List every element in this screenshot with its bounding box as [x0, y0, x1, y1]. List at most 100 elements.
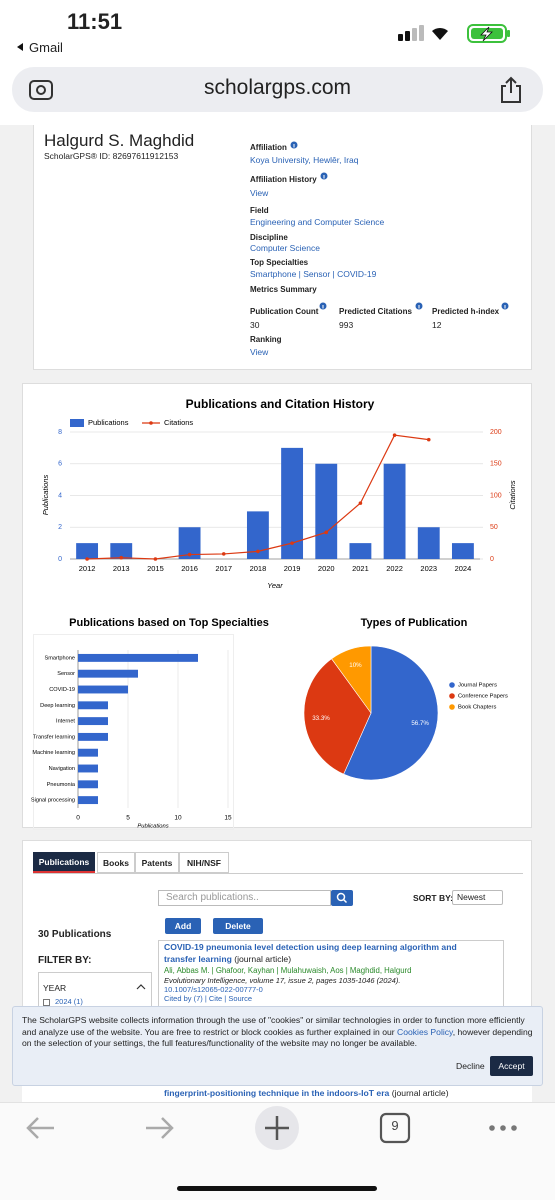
decline-button[interactable]: Decline — [456, 1061, 485, 1071]
metrics-label: Metrics Summary — [250, 285, 317, 294]
legend-swatch — [449, 682, 455, 688]
bar — [315, 463, 338, 559]
field[interactable]: Engineering and Computer Science — [250, 217, 385, 227]
legend-swatch — [149, 421, 153, 425]
cookie-banner — [12, 1006, 543, 1086]
publication-title[interactable]: fingerprint-positioning technique in the… — [164, 1088, 390, 1098]
pie-slice — [303, 658, 372, 775]
publication-doi[interactable]: 10.1007/s12065-022-00777-0 — [164, 985, 263, 994]
x-tick-label: 2018 — [250, 564, 267, 573]
publication-kind: (journal article) — [234, 953, 292, 964]
y-axis-label: Publications — [41, 475, 50, 516]
url-text[interactable]: scholargps.com — [203, 76, 352, 99]
back-app-arrow[interactable] — [15, 42, 25, 52]
share-icon[interactable] — [499, 76, 523, 104]
y2-tick-label: 150 — [490, 461, 502, 468]
y-tick-label: 6 — [58, 461, 62, 468]
y-tick-label: Internet — [56, 719, 75, 725]
x-tick-label: 2017 — [215, 564, 232, 573]
bar — [78, 780, 98, 789]
bar — [178, 527, 201, 559]
tabs-button[interactable] — [379, 1112, 411, 1144]
back-button[interactable] — [26, 1117, 54, 1139]
publication-venue: Evolutionary Intelligence, volume 17, is… — [164, 976, 401, 985]
tab-count[interactable]: 9 — [391, 1118, 399, 1133]
home-indicator — [177, 1186, 377, 1191]
search-input[interactable] — [158, 890, 331, 906]
forward-button[interactable] — [146, 1117, 174, 1139]
x-tick-label: 5 — [126, 815, 130, 822]
point — [324, 530, 329, 535]
y-tick-label: Signal processing — [31, 798, 75, 804]
more-button[interactable] — [489, 1125, 517, 1131]
y-tick-label: 0 — [58, 556, 62, 563]
top-specialties[interactable]: Smartphone | Sensor | COVID-19 — [250, 269, 377, 279]
x-tick-label: 2019 — [284, 564, 301, 573]
delete-button[interactable]: Delete — [213, 918, 263, 934]
cookie-policy-link[interactable]: Cookies Policy — [397, 1026, 453, 1037]
search-placeholder: Search publications.. — [166, 892, 259, 903]
tab[interactable]: NIH/NSF — [179, 852, 229, 873]
affiliation[interactable]: Koya University, Hewlêr, Iraq — [250, 155, 359, 165]
profile-name: Halgurd S. Maghdid — [44, 131, 195, 150]
collapse-icon[interactable] — [136, 983, 146, 991]
slice-label: 33.3% — [312, 715, 330, 722]
slice-label: 56.7% — [411, 720, 429, 727]
metric-label: Predicted Citations — [339, 307, 412, 316]
back-app[interactable]: Gmail — [29, 40, 63, 55]
point — [392, 433, 397, 437]
publication-links[interactable]: Cited by (7) | Cite | Source — [164, 994, 253, 1003]
add-button[interactable]: Add — [165, 918, 201, 934]
bar — [78, 732, 108, 741]
site-info-icon[interactable] — [28, 78, 54, 102]
bar — [451, 543, 474, 559]
publication-title[interactable]: COVID-19 pneumonia level detection using… — [164, 942, 457, 964]
x-tick-label: 2016 — [181, 564, 198, 573]
url-bar[interactable] — [12, 67, 543, 112]
tab[interactable]: Publications — [33, 852, 95, 873]
x-axis-label: Publications — [137, 824, 168, 830]
x-tick-label: 2012 — [79, 564, 96, 573]
accept-button[interactable]: Accept — [490, 1056, 533, 1076]
barh-frame — [33, 634, 234, 830]
bar — [246, 511, 269, 559]
publication-count: 30 Publications — [38, 929, 112, 940]
publication-kind: (journal article) — [391, 1088, 449, 1098]
toolbar-icons — [26, 1106, 517, 1191]
cookie-text-after: , however depending on the selection of … — [22, 1026, 533, 1049]
point — [119, 555, 124, 560]
sort-select[interactable]: Newest — [452, 890, 503, 905]
y2-tick-label: 0 — [490, 556, 494, 563]
top-specialties-label: Top Specialties — [250, 258, 309, 267]
y2-tick-label: 50 — [490, 524, 498, 531]
x-tick-label: 2015 — [147, 564, 164, 573]
cookie-text: The ScholarGPS website collects informat… — [22, 1015, 536, 1050]
ranking-link[interactable]: View — [250, 347, 269, 357]
tab[interactable]: Books — [97, 852, 135, 873]
charts: Publications and Citation History 0 2 4 6 8 0 5… — [31, 397, 517, 830]
x-tick-label: 0 — [76, 815, 80, 822]
x-axis-label: Year — [267, 581, 283, 590]
y2-axis-label: Citations — [508, 480, 517, 509]
bar — [78, 701, 108, 710]
checkbox[interactable] — [43, 999, 50, 1006]
discipline[interactable]: Computer Science — [250, 243, 320, 253]
profile-id: ScholarGPS® ID: 82697611912153 — [44, 151, 179, 161]
tab[interactable]: Patents — [135, 852, 179, 873]
bar — [349, 543, 372, 559]
y-tick-label: Pneumonia — [47, 782, 76, 788]
search-button[interactable] — [331, 890, 353, 906]
legend-label: Journal Papers — [458, 683, 497, 689]
bar — [281, 447, 304, 559]
publication-authors[interactable]: Ali, Abbas M. | Ghafoor, Kayhan | Mulahu… — [164, 966, 412, 975]
sort-label: SORT BY: — [413, 893, 453, 903]
point — [290, 541, 294, 545]
affiliation-history-link[interactable]: View — [250, 188, 269, 198]
point — [221, 552, 226, 556]
year-option[interactable]: 2024 (1) — [55, 997, 83, 1006]
bar — [78, 796, 98, 805]
y-tick-label: Deep learning — [40, 703, 75, 709]
field-label: Field — [250, 206, 269, 215]
bar — [110, 543, 133, 559]
legend-label: Citations — [164, 418, 193, 427]
